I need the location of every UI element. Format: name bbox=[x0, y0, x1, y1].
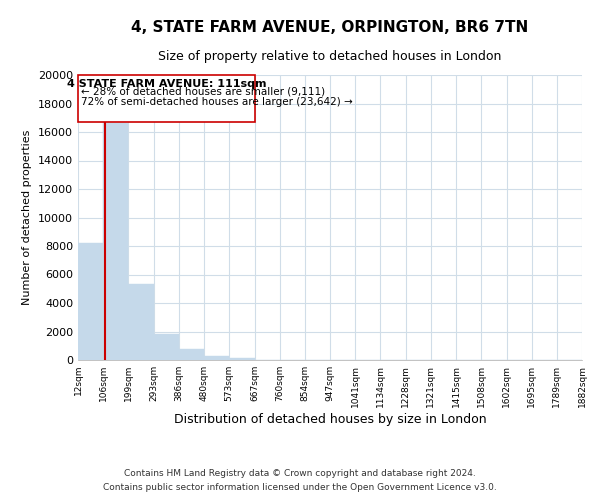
Text: Contains public sector information licensed under the Open Government Licence v3: Contains public sector information licen… bbox=[103, 484, 497, 492]
Bar bbox=[154, 334, 179, 360]
Text: 72% of semi-detached houses are larger (23,642) →: 72% of semi-detached houses are larger (… bbox=[81, 97, 353, 107]
Bar bbox=[179, 350, 204, 360]
Text: Size of property relative to detached houses in London: Size of property relative to detached ho… bbox=[158, 50, 502, 63]
X-axis label: Distribution of detached houses by size in London: Distribution of detached houses by size … bbox=[173, 412, 487, 426]
FancyBboxPatch shape bbox=[78, 75, 254, 122]
Y-axis label: Number of detached properties: Number of detached properties bbox=[22, 130, 32, 305]
Bar bbox=[229, 358, 254, 360]
Bar bbox=[204, 356, 229, 360]
Bar bbox=[103, 124, 128, 360]
Text: ← 28% of detached houses are smaller (9,111): ← 28% of detached houses are smaller (9,… bbox=[81, 86, 325, 97]
Bar bbox=[78, 243, 103, 360]
Text: Contains HM Land Registry data © Crown copyright and database right 2024.: Contains HM Land Registry data © Crown c… bbox=[124, 468, 476, 477]
Text: 4, STATE FARM AVENUE, ORPINGTON, BR6 7TN: 4, STATE FARM AVENUE, ORPINGTON, BR6 7TN bbox=[131, 20, 529, 35]
Text: 4 STATE FARM AVENUE: 111sqm: 4 STATE FARM AVENUE: 111sqm bbox=[67, 80, 266, 90]
Bar bbox=[128, 284, 154, 360]
